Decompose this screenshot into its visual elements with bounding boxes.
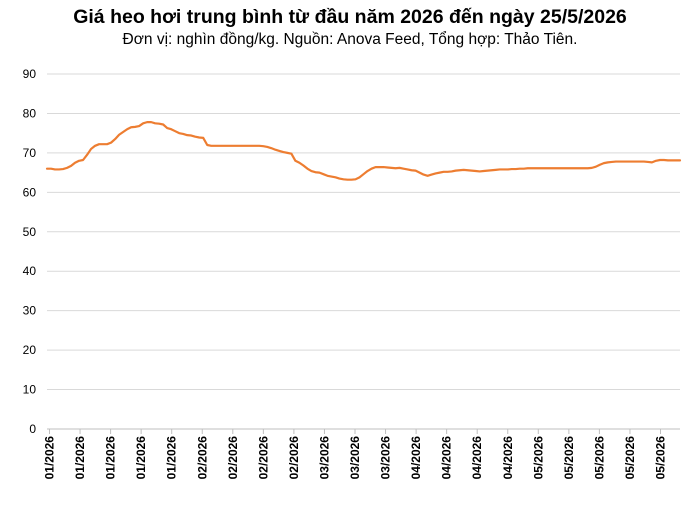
x-tick-label: 01/2026 xyxy=(73,436,87,480)
y-tick-label: 30 xyxy=(23,304,37,318)
gridlines xyxy=(47,73,680,391)
x-tick-label: 03/2026 xyxy=(317,436,331,480)
y-tick-label: 0 xyxy=(29,422,36,436)
y-axis-ticks: 0 10 20 30 40 50 60 70 80 90 xyxy=(23,67,37,436)
x-tick-label: 01/2026 xyxy=(43,436,57,480)
x-tick-label: 04/2026 xyxy=(409,436,423,480)
x-tick-label: 02/2026 xyxy=(226,436,240,480)
x-tick-label: 01/2026 xyxy=(134,436,148,480)
x-tick-label: 03/2026 xyxy=(348,436,362,480)
x-tick-label: 02/2026 xyxy=(256,436,270,480)
x-tick-label: 05/2026 xyxy=(623,436,637,480)
x-axis-ticks: 01/2026 01/2026 01/2026 01/2026 01/2026 02/20… xyxy=(43,429,668,479)
x-tick-label: 02/2026 xyxy=(195,436,209,480)
x-tick-label: 05/2026 xyxy=(531,436,545,480)
x-tick-label: 01/2026 xyxy=(104,436,118,480)
x-tick-label: 01/2026 xyxy=(165,436,179,480)
x-tick-label: 05/2026 xyxy=(592,436,606,480)
y-tick-label: 40 xyxy=(23,264,37,278)
chart-title: Giá heo hơi trung bình từ đầu năm 2026 đ… xyxy=(73,6,627,28)
chart-subtitle: Đơn vị: nghìn đồng/kg. Nguồn: Anova Feed… xyxy=(122,31,578,48)
x-tick-label: 04/2026 xyxy=(501,436,515,480)
x-tick-label: 05/2026 xyxy=(562,436,576,480)
y-tick-label: 50 xyxy=(23,225,37,239)
series-group xyxy=(45,121,682,181)
y-tick-label: 80 xyxy=(23,106,37,120)
y-tick-label: 20 xyxy=(23,343,37,357)
y-tick-label: 70 xyxy=(23,146,37,160)
x-tick-label: 04/2026 xyxy=(440,436,454,480)
x-tick-label: 02/2026 xyxy=(287,436,301,480)
series-line xyxy=(45,121,682,181)
y-tick-label: 60 xyxy=(23,185,37,199)
y-tick-label: 90 xyxy=(23,67,37,81)
x-tick-label: 04/2026 xyxy=(470,436,484,480)
x-tick-label: 03/2026 xyxy=(379,436,393,480)
y-tick-label: 10 xyxy=(23,383,37,397)
x-tick-label: 05/2026 xyxy=(654,436,668,480)
